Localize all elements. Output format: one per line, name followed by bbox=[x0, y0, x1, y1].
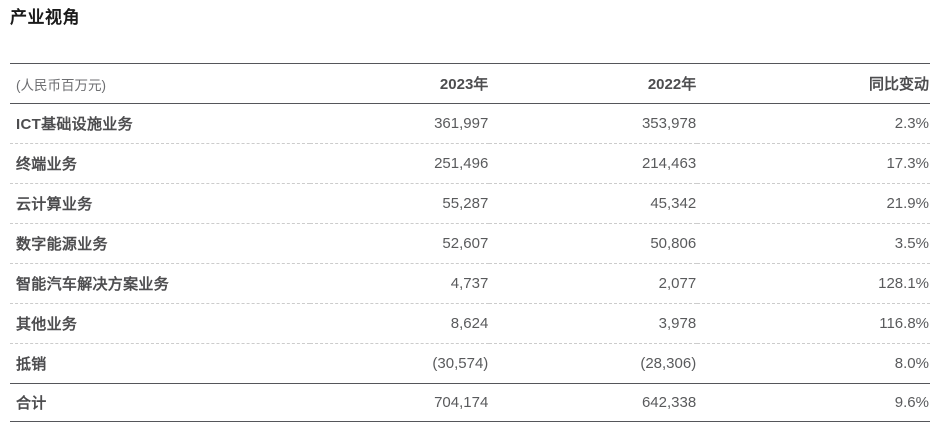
value-2022: 214,463 bbox=[489, 143, 698, 184]
page-title: 产业视角 bbox=[10, 8, 80, 27]
row-label: 终端业务 bbox=[10, 143, 310, 184]
table-row-cloud: 云计算业务 55,287 45,342 21.9% bbox=[10, 183, 930, 224]
value-yoy: 17.3% bbox=[697, 143, 930, 184]
total-label: 合计 bbox=[16, 395, 47, 412]
value-2022: 3,978 bbox=[489, 303, 698, 344]
table-row-digital-power: 数字能源业务 52,607 50,806 3.5% bbox=[10, 223, 930, 264]
value-yoy: 2.3% bbox=[894, 115, 929, 132]
column-header-yoy: 同比变动 bbox=[868, 76, 929, 93]
row-label: ICT基础设施业务 bbox=[16, 116, 133, 133]
value-2022: 45,342 bbox=[489, 183, 698, 224]
value-2023: (30,574) bbox=[309, 343, 490, 384]
row-label: 抵销 bbox=[10, 343, 310, 384]
value-2023: 55,287 bbox=[309, 183, 490, 224]
industry-view-table: (人民币百万元) 2023年 2022年 同比变动 ICT基础设施业务 361,… bbox=[10, 63, 930, 422]
value-2022: (28,306) bbox=[489, 343, 698, 384]
value-2023: 251,496 bbox=[309, 143, 490, 184]
table-row-eliminations: 抵销 (30,574) (28,306) 8.0% bbox=[10, 343, 930, 384]
value-yoy: 21.9% bbox=[697, 183, 930, 224]
value-2022: 2,077 bbox=[489, 263, 698, 304]
row-label: 云计算业务 bbox=[10, 183, 310, 224]
value-2022: 353,978 bbox=[641, 115, 697, 132]
row-label: 其他业务 bbox=[10, 303, 310, 344]
value-yoy: 116.8% bbox=[697, 303, 930, 344]
value-2023: 361,997 bbox=[434, 115, 489, 132]
total-value-2023: 704,174 bbox=[434, 394, 489, 411]
value-yoy: 128.1% bbox=[697, 263, 930, 304]
total-value-2022: 642,338 bbox=[641, 394, 697, 411]
column-header-2022: 2022年 bbox=[647, 76, 697, 93]
currency-unit-label: (人民币百万元) bbox=[16, 77, 106, 93]
value-2023: 8,624 bbox=[309, 303, 490, 344]
table-row-ict: ICT基础设施业务 361,997 353,978 2.3% bbox=[10, 104, 930, 144]
value-2023: 52,607 bbox=[309, 223, 490, 264]
row-label: 数字能源业务 bbox=[10, 223, 310, 264]
table-row-intelligent-auto: 智能汽车解决方案业务 4,737 2,077 128.1% bbox=[10, 263, 930, 304]
total-value-yoy: 9.6% bbox=[894, 394, 929, 411]
row-label: 智能汽车解决方案业务 bbox=[10, 263, 310, 304]
table-header-row: (人民币百万元) 2023年 2022年 同比变动 bbox=[10, 63, 930, 104]
value-yoy: 3.5% bbox=[697, 223, 930, 264]
table-total-row: 合计 704,174 642,338 9.6% bbox=[10, 383, 930, 422]
table-row-others: 其他业务 8,624 3,978 116.8% bbox=[10, 303, 930, 344]
value-2022: 50,806 bbox=[489, 223, 698, 264]
column-header-2023: 2023年 bbox=[439, 76, 489, 93]
table-row-devices: 终端业务 251,496 214,463 17.3% bbox=[10, 143, 930, 184]
value-yoy: 8.0% bbox=[697, 343, 930, 384]
value-2023: 4,737 bbox=[309, 263, 490, 304]
